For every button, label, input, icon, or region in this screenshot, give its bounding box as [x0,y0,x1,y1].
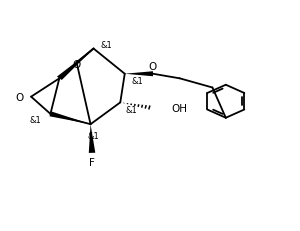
Text: &1: &1 [126,106,137,115]
Text: &1: &1 [88,131,99,140]
Text: O: O [149,62,157,72]
Text: &1: &1 [29,116,41,125]
Text: O: O [16,92,24,102]
Text: &1: &1 [131,77,143,86]
Text: &1: &1 [100,41,112,50]
Text: OH: OH [171,103,188,113]
Text: O: O [73,60,81,70]
Polygon shape [89,125,95,153]
Polygon shape [57,49,94,81]
Text: F: F [89,157,95,167]
Polygon shape [50,112,91,125]
Polygon shape [125,72,153,77]
